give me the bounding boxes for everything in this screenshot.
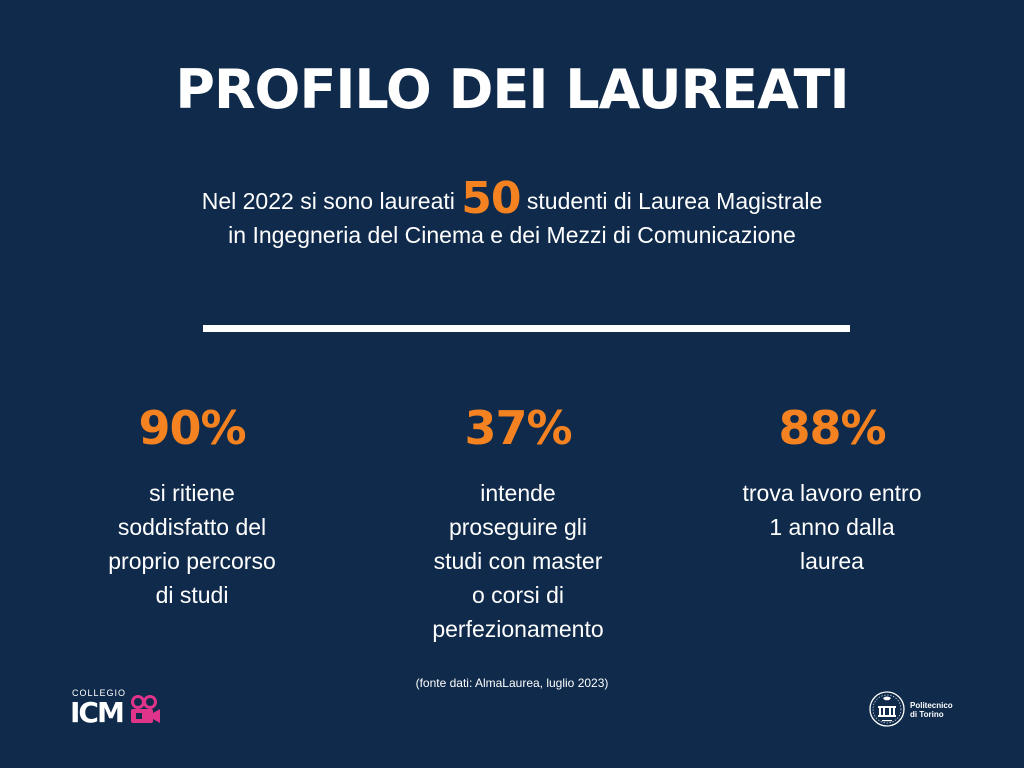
- intro-before: Nel 2022 si sono laureati: [201, 188, 462, 214]
- stat-description-line: laurea: [800, 548, 864, 574]
- stat-satisfaction: 90% si ritiene soddisfatto del proprio p…: [62, 398, 322, 612]
- stat-employment: 88% trova lavoro entro 1 anno dalla laur…: [702, 398, 962, 578]
- politecnico-logo: Politecnico di Torino: [868, 690, 968, 730]
- intro-text: Nel 2022 si sono laureati 50 studenti di…: [0, 177, 1024, 252]
- data-source-note: (fonte dati: AlmaLaurea, luglio 2023): [415, 676, 609, 690]
- stat-description-line: 1 anno dalla: [769, 514, 895, 540]
- intro-line-1: Nel 2022 si sono laureati 50 studenti di…: [0, 177, 1024, 221]
- stat-description: intende proseguire gli studi con master …: [388, 476, 648, 646]
- stat-further-studies: 37% intende proseguire gli studi con mas…: [388, 398, 648, 646]
- graduates-count: 50: [461, 173, 521, 224]
- page-title: PROFILO DEI LAUREATI: [175, 58, 849, 121]
- stat-description-line: di studi: [155, 582, 229, 608]
- collegio-icm-logo: COLLEGIO ICM: [70, 688, 170, 732]
- stat-description-line: intende: [480, 480, 556, 506]
- stat-description-line: o corsi di: [471, 582, 565, 608]
- stat-description-line: proprio percorso: [108, 548, 276, 574]
- university-seal-icon: [868, 690, 906, 732]
- stat-description-line: proseguire gli: [448, 514, 588, 540]
- stat-description-line: trova lavoro entro: [742, 480, 922, 506]
- stat-description-line: soddisfatto del: [117, 514, 267, 540]
- stat-description-line: si ritiene: [149, 480, 235, 506]
- intro-line-2: in Ingegneria del Cinema e dei Mezzi di …: [228, 222, 796, 248]
- collegio-label: COLLEGIO: [72, 688, 127, 698]
- stat-percent: 37%: [464, 401, 572, 455]
- intro-after: studenti di Laurea Magistrale: [520, 188, 823, 214]
- stat-description-line: perfezionamento: [432, 616, 604, 642]
- stat-percent: 90%: [138, 401, 246, 455]
- stat-description-line: studi con master: [433, 548, 603, 574]
- icm-label: ICM: [70, 696, 125, 729]
- stat-description: si ritiene soddisfatto del proprio perco…: [62, 476, 322, 612]
- stat-percent: 88%: [778, 401, 886, 455]
- divider: [203, 325, 850, 332]
- video-camera-icon: [128, 694, 162, 732]
- politecnico-name: Politecnico di Torino: [910, 701, 953, 719]
- stat-description: trova lavoro entro 1 anno dalla laurea: [702, 476, 962, 578]
